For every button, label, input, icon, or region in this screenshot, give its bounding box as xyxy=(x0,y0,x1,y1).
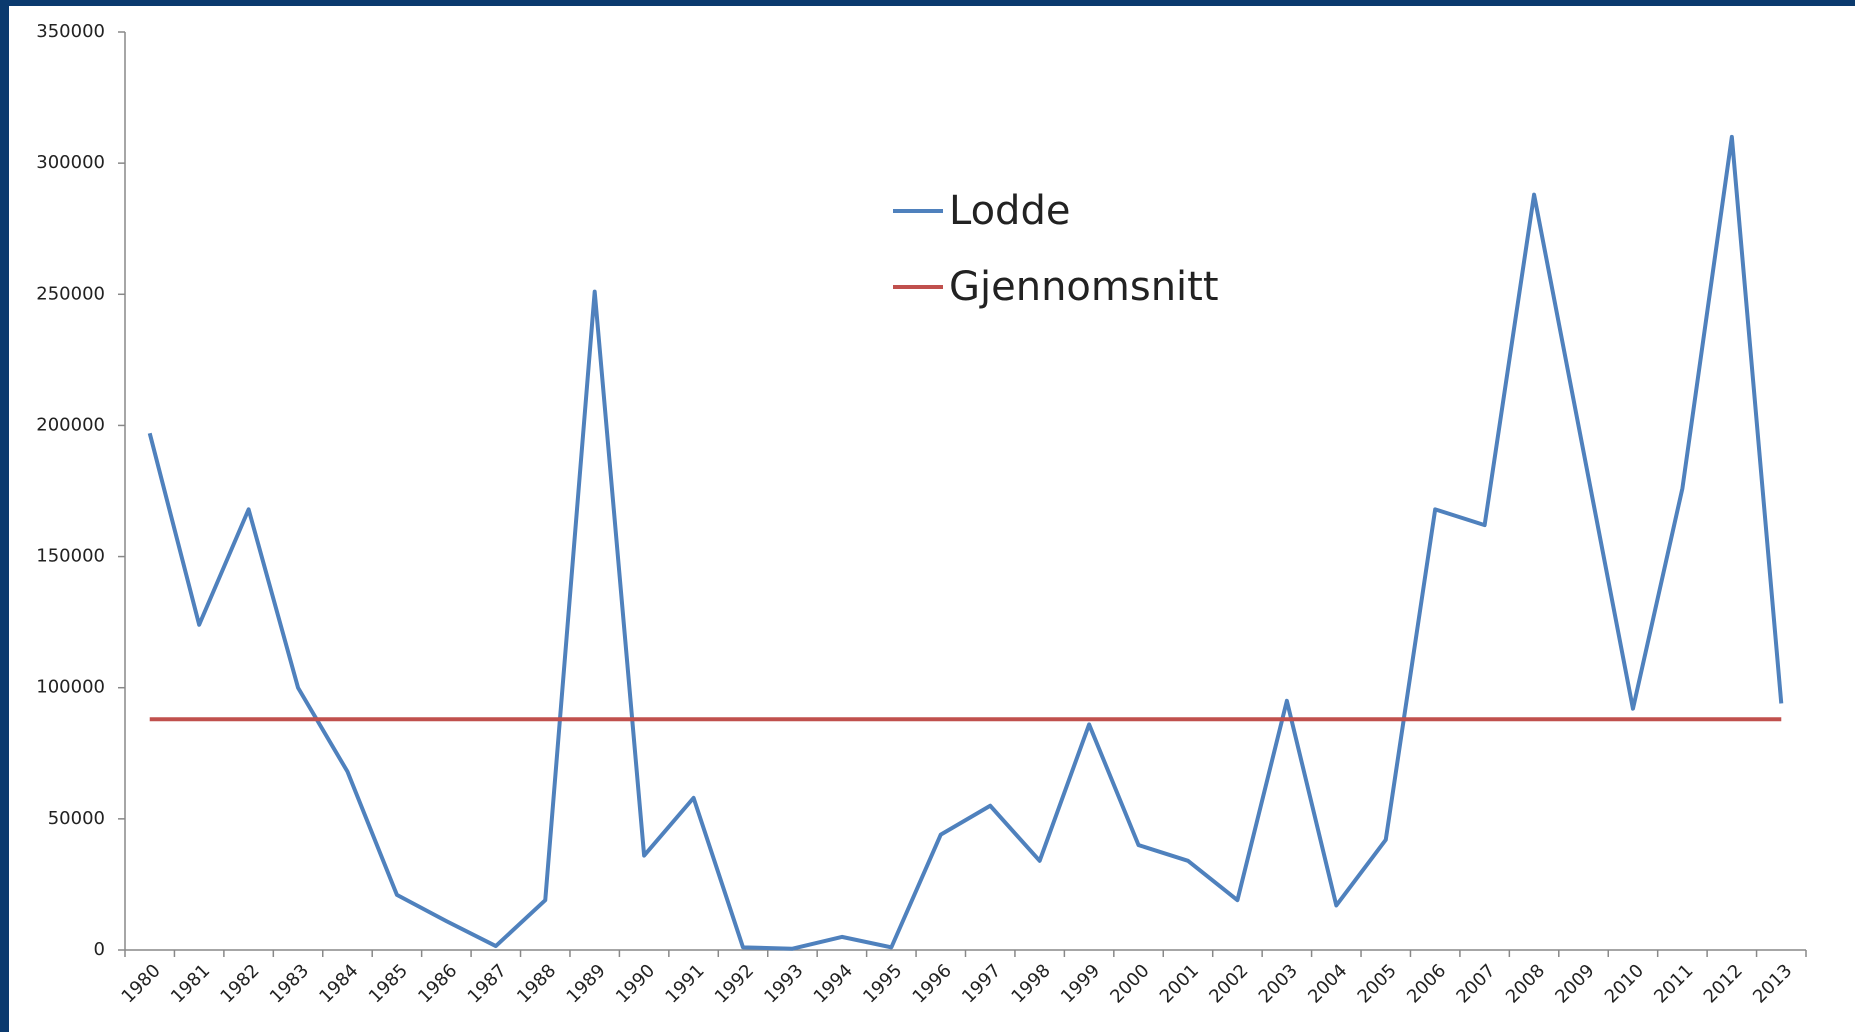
y-tick-label: 350000 xyxy=(36,21,105,42)
chart-background xyxy=(9,6,1855,1032)
y-tick-label: 100000 xyxy=(36,677,105,698)
y-tick-label: 150000 xyxy=(36,546,105,567)
y-tick-label: 250000 xyxy=(36,283,105,304)
line-series xyxy=(147,134,1784,951)
y-tick-label: 0 xyxy=(94,939,105,960)
y-tick-label: 200000 xyxy=(36,414,105,435)
y-tick-label: 50000 xyxy=(48,808,105,829)
legend-label: Lodde xyxy=(949,188,1070,234)
y-tick-label: 300000 xyxy=(36,152,105,173)
legend-label: Gjennomsnitt xyxy=(949,264,1219,310)
